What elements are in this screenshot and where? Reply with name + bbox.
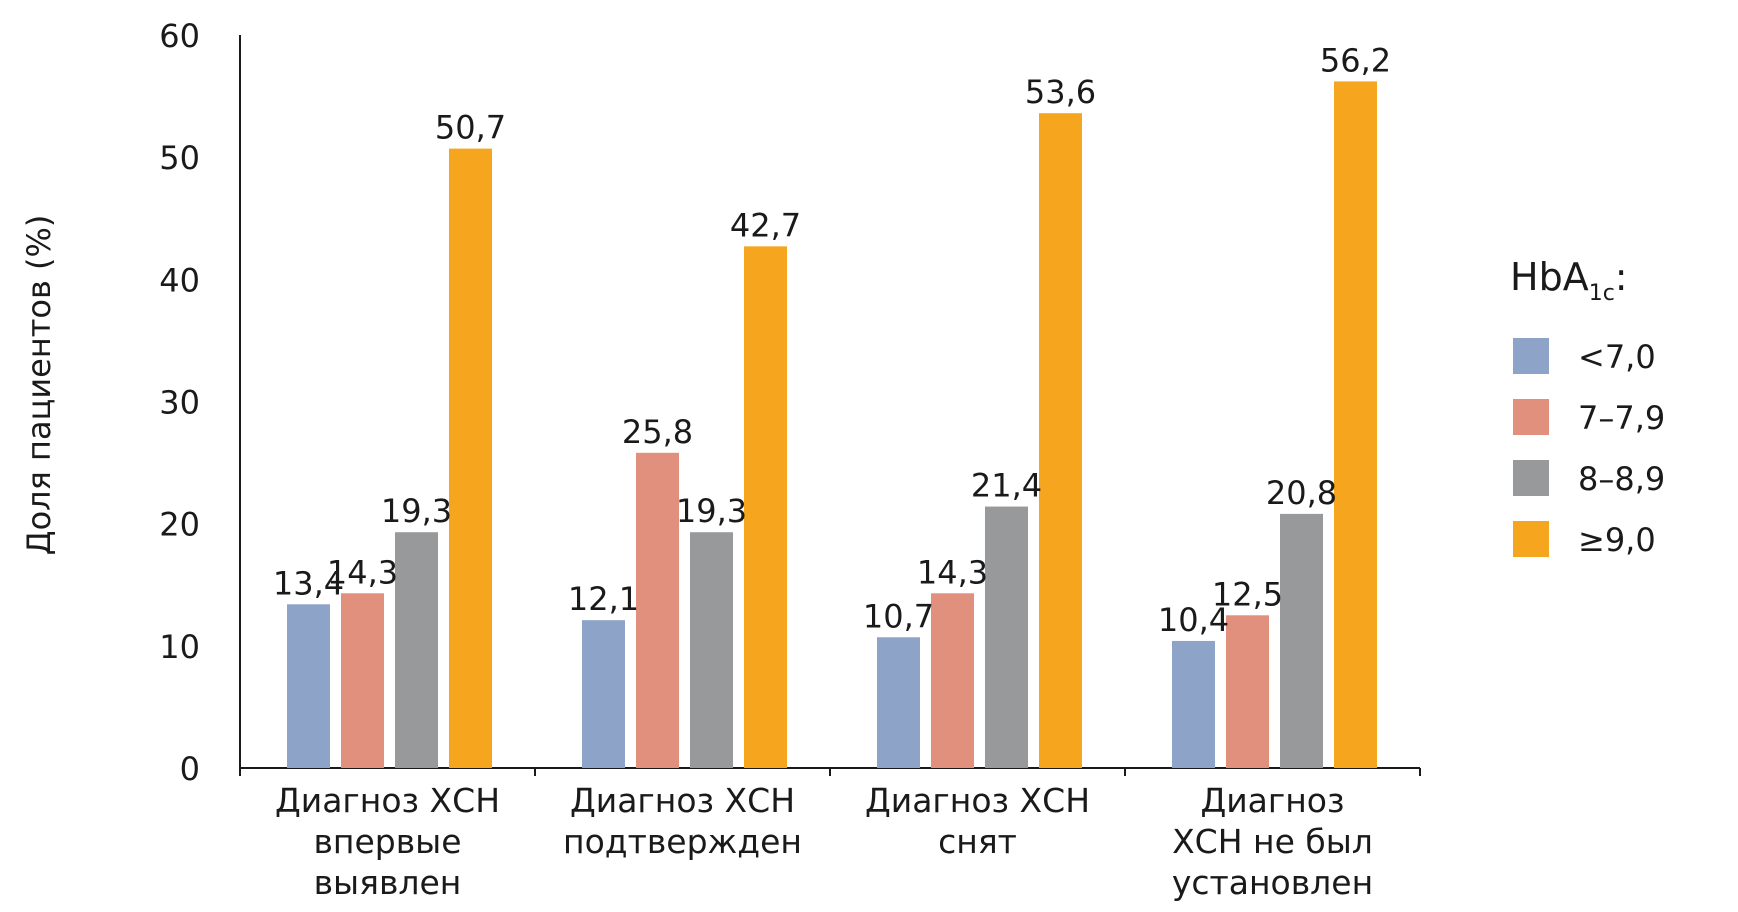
legend-swatch <box>1513 399 1549 435</box>
bar <box>1039 113 1082 769</box>
category-label-line: выявлен <box>314 863 462 902</box>
legend-title-suffix: : <box>1615 255 1628 299</box>
bar <box>1280 513 1323 768</box>
category-label-line: Диагноз <box>1200 781 1344 820</box>
legend-swatch <box>1513 521 1549 557</box>
legend-items: <7,0 7–7,9 8–8,9 ≥9,0 <box>1513 338 1665 559</box>
y-tick-label: 60 <box>159 17 200 55</box>
y-tick-label: 10 <box>159 628 200 666</box>
data-label: 10,4 <box>1158 601 1229 639</box>
bar <box>636 452 679 768</box>
y-axis: 0 10 20 30 40 50 60 <box>159 17 241 788</box>
data-label: 10,7 <box>863 597 934 635</box>
y-axis-label: Доля пациентов (%) <box>20 215 58 556</box>
bar <box>395 532 438 768</box>
legend-label: ≥9,0 <box>1578 521 1656 559</box>
data-label: 20,8 <box>1266 474 1337 512</box>
bar <box>1226 615 1269 768</box>
data-label: 12,5 <box>1212 575 1283 613</box>
data-label: 14,3 <box>327 553 398 591</box>
legend-title-main: HbA <box>1510 255 1589 299</box>
bar <box>449 148 492 769</box>
category-label-line: впервые <box>313 822 461 861</box>
category-label: Диагноз ХСН не был установлен <box>1172 781 1373 902</box>
bar <box>287 604 330 768</box>
data-label: 25,8 <box>622 413 693 451</box>
bar <box>582 620 625 768</box>
data-label: 19,3 <box>676 492 747 530</box>
legend-title: HbA1c: <box>1510 255 1628 306</box>
bars <box>287 81 1377 769</box>
category-label: Диагноз ХСН впервые выявлен <box>275 781 500 902</box>
data-label: 21,4 <box>971 467 1042 505</box>
data-label: 14,3 <box>917 553 988 591</box>
data-label: 19,3 <box>381 492 452 530</box>
legend-label: 7–7,9 <box>1578 399 1665 437</box>
legend-label: 8–8,9 <box>1578 460 1665 498</box>
category-label: Диагноз ХСН подтвержден <box>563 781 802 861</box>
data-label: 12,1 <box>568 580 639 618</box>
bar <box>985 506 1028 768</box>
data-label: 42,7 <box>730 206 801 244</box>
legend-title-subscript: 1c <box>1589 281 1615 306</box>
bar <box>690 532 733 768</box>
category-label: Диагноз ХСН снят <box>865 781 1090 861</box>
category-label-line: снят <box>938 822 1017 861</box>
x-axis <box>239 767 1421 776</box>
data-label: 13,4 <box>273 564 344 602</box>
category-label-line: установлен <box>1172 863 1373 902</box>
data-label: 56,2 <box>1320 41 1391 79</box>
category-label-line: Диагноз ХСН <box>275 781 500 820</box>
y-tick-label: 30 <box>159 384 200 422</box>
category-label-line: Диагноз ХСН <box>865 781 1090 820</box>
data-label: 50,7 <box>435 109 506 147</box>
legend-label: <7,0 <box>1578 338 1656 376</box>
bar <box>877 637 920 768</box>
bar <box>1334 81 1377 768</box>
y-tick-label: 0 <box>180 750 200 788</box>
category-label-line: Диагноз ХСН <box>570 781 795 820</box>
bar <box>1172 640 1215 768</box>
data-label: 53,6 <box>1025 73 1096 111</box>
data-labels: 13,4 12,1 10,7 10,4 14,3 25,8 14,3 12,5 19,3 19,3… <box>273 41 1391 639</box>
y-tick-label: 20 <box>159 506 200 544</box>
bar <box>744 246 787 768</box>
y-tick-label: 50 <box>159 139 200 177</box>
bar <box>931 593 974 768</box>
legend-swatch <box>1513 460 1549 496</box>
legend: HbA1c: <7,0 7–7,9 8–8,9 ≥9,0 <box>1510 255 1665 559</box>
bar <box>341 593 384 768</box>
legend-swatch <box>1513 338 1549 374</box>
category-label-line: ХСН не был <box>1172 822 1373 861</box>
category-label-line: подтвержден <box>563 822 802 861</box>
y-tick-label: 40 <box>159 261 200 299</box>
